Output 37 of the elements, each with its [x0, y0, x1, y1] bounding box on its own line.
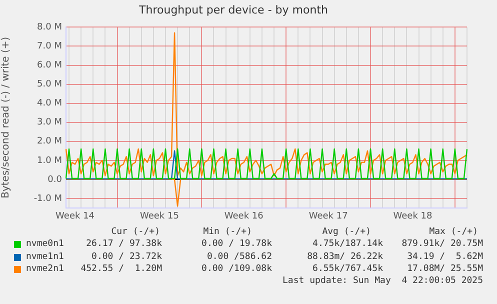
y-tick-label: 1.0 M — [37, 156, 62, 166]
legend-label: nvme0n1 — [26, 239, 64, 249]
text: 34.19 / 5.62M — [407, 252, 483, 262]
text: 88.83m/ 26.22k — [307, 252, 383, 262]
x-tick-label: Week 15 — [140, 212, 179, 222]
y-tick-label: 4.0 M — [37, 98, 62, 109]
y-tick-label: 5.0 M — [37, 80, 62, 90]
text: 0.00 / 19.78k — [202, 239, 272, 249]
text: Last update: Sun May 4 22:00:05 2025 — [282, 276, 483, 286]
y-tick-label: 6.0 M — [37, 60, 62, 71]
text: Min (-/+) — [203, 227, 252, 237]
chart-title: Throughput per device - by month — [138, 3, 328, 16]
x-tick-label: Week 14 — [56, 212, 95, 222]
text: Avg (-/+) — [322, 227, 371, 237]
text: 4.75k/187.14k — [312, 239, 383, 249]
x-tick-label: Week 16 — [224, 212, 264, 222]
text: 0.00 /586.62 — [206, 252, 272, 262]
legend-label: nvme2n1 — [26, 264, 64, 274]
y-tick-label: 2.0 M — [37, 136, 62, 147]
y-tick-label: -1.0 M — [34, 194, 62, 204]
text: 452.55 / 1.20M — [80, 264, 162, 274]
text: 26.17 / 97.38k — [86, 239, 162, 249]
legend-label: nvme1n1 — [26, 252, 64, 262]
y-tick-label: 8.0 M — [37, 22, 62, 33]
y-axis-title: Bytes/second read (-) / write (+) — [0, 36, 12, 198]
text: 6.55k/767.45k — [312, 264, 383, 274]
text: Max (-/+) — [429, 227, 478, 237]
text: Cur (-/+) — [111, 227, 160, 237]
text: 879.91k/ 20.75M — [402, 239, 483, 249]
y-tick-label: 3.0 M — [37, 118, 62, 128]
y-tick-label: 0.0 — [48, 174, 62, 185]
text: 17.08M/ 25.55M — [407, 264, 483, 274]
text: 0.00 /109.08k — [202, 264, 272, 274]
text: 0.00 / 23.72k — [92, 252, 162, 262]
x-tick-label: Week 18 — [393, 212, 432, 222]
x-tick-label: Week 17 — [308, 212, 348, 222]
y-tick-label: 7.0 M — [37, 42, 62, 52]
